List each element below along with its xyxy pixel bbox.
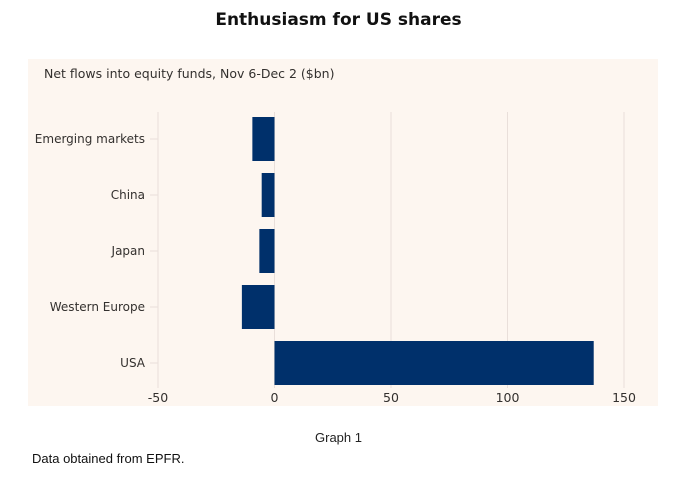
category-label: Emerging markets bbox=[35, 132, 145, 146]
bar-japan bbox=[259, 229, 275, 273]
x-tick-label: 100 bbox=[496, 390, 520, 405]
category-label: Western Europe bbox=[50, 300, 145, 314]
graph-caption: Graph 1 bbox=[315, 430, 362, 445]
chart-subtitle: Net flows into equity funds, Nov 6-Dec 2… bbox=[44, 66, 335, 81]
x-tick-label: 0 bbox=[271, 390, 279, 405]
category-label: USA bbox=[120, 356, 146, 370]
bar-china bbox=[261, 173, 275, 217]
x-tick-label: 150 bbox=[612, 390, 636, 405]
source-note: Data obtained from EPFR. bbox=[32, 451, 185, 466]
x-tick-label: -50 bbox=[148, 390, 168, 405]
bar-usa bbox=[274, 341, 594, 385]
x-tick-label: 50 bbox=[383, 390, 399, 405]
bar-western-europe bbox=[241, 285, 275, 329]
category-label: Japan bbox=[111, 244, 145, 258]
category-label: China bbox=[111, 188, 145, 202]
chart-title: Enthusiasm for US shares bbox=[215, 10, 462, 30]
bar-emerging-markets bbox=[252, 117, 275, 161]
